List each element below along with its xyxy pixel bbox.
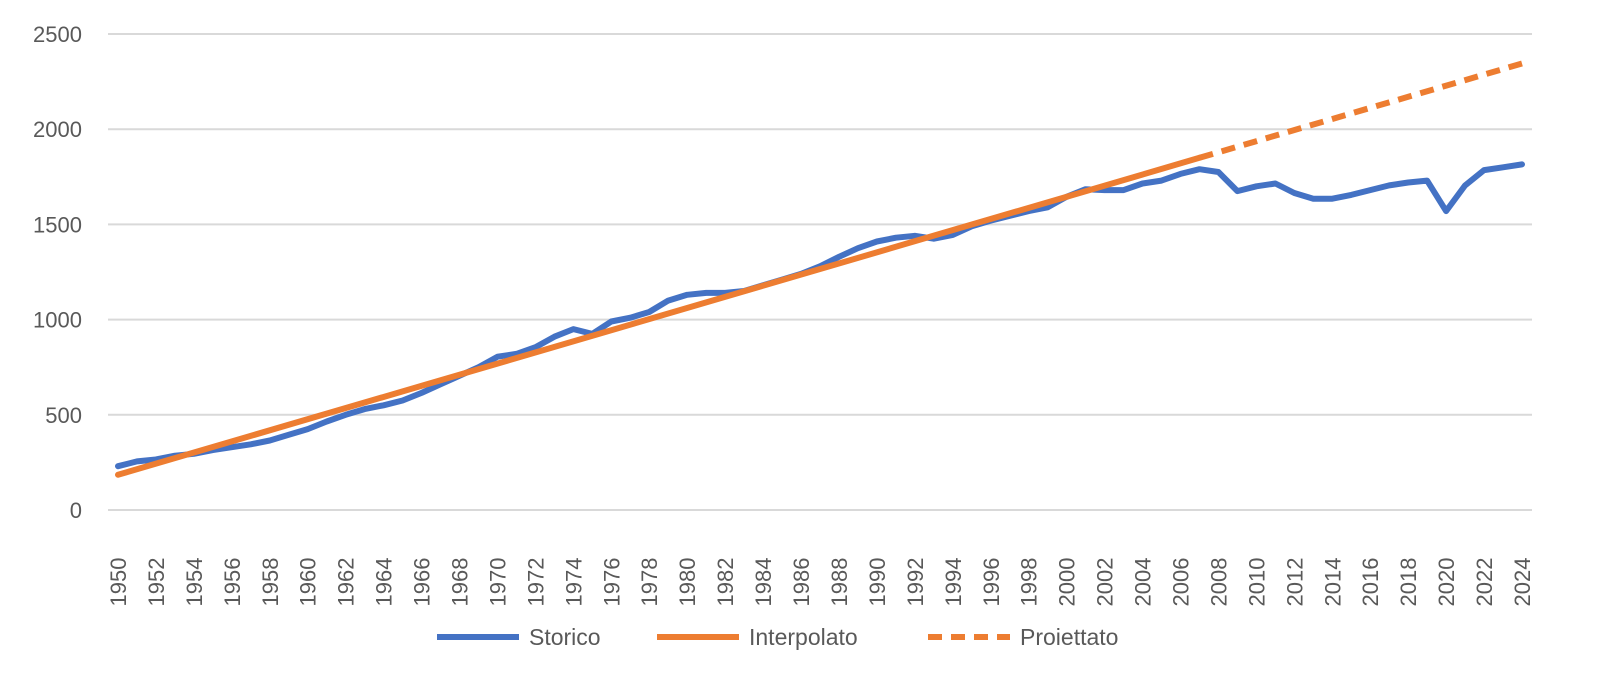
x-tick-label: 1978 [637,558,662,607]
x-tick-label: 1956 [220,558,245,607]
legend-label-storico: Storico [529,624,601,650]
x-tick-label: 2024 [1510,558,1535,607]
legend: Storico Interpolato Proiettato [437,624,1118,650]
x-tick-label: 2002 [1093,558,1118,607]
x-tick-label: 1970 [485,558,510,607]
x-tick-label: 1974 [561,558,586,607]
y-axis-tick-labels: 0 500 1000 1500 2000 2500 [33,22,82,523]
x-tick-label: 1980 [675,558,700,607]
x-tick-label: 2018 [1396,558,1421,607]
x-tick-label: 1960 [296,558,321,607]
y-tick-label: 2000 [33,117,82,142]
x-tick-label: 1952 [144,558,169,607]
x-tick-label: 1986 [789,558,814,607]
legend-label-interpolato: Interpolato [749,624,858,650]
x-tick-label: 1964 [372,558,397,607]
x-tick-label: 2022 [1472,558,1497,607]
x-tick-label: 1998 [1017,558,1042,607]
x-tick-label: 2020 [1434,558,1459,607]
y-tick-label: 500 [45,403,82,428]
x-tick-label: 1996 [979,558,1004,607]
x-tick-label: 1962 [334,558,359,607]
x-tick-label: 1968 [448,558,473,607]
x-tick-label: 1972 [523,558,548,607]
x-tick-label: 1950 [106,558,131,607]
x-tick-label: 2004 [1131,558,1156,607]
y-tick-label: 1000 [33,308,82,333]
x-tick-label: 2014 [1320,558,1345,607]
y-tick-label: 0 [70,498,82,523]
x-tick-label: 1976 [599,558,624,607]
x-tick-label: 2008 [1206,558,1231,607]
x-tick-label: 1992 [903,558,928,607]
x-tick-label: 1966 [410,558,435,607]
x-tick-label: 1958 [258,558,283,607]
x-tick-label: 1954 [182,558,207,607]
series-lines [115,60,1525,478]
x-tick-label: 1990 [865,558,890,607]
x-tick-label: 1988 [827,558,852,607]
x-tick-label: 2000 [1055,558,1080,607]
x-tick-label: 2016 [1358,558,1383,607]
y-tick-label: 1500 [33,212,82,237]
x-tick-label: 1982 [713,558,738,607]
series-line-proiettato [1198,60,1523,161]
y-tick-label: 2500 [33,22,82,47]
series-line-storico [115,161,1525,470]
x-tick-label: 1984 [751,558,776,607]
x-axis-tick-labels: 1950 1952 1954 1956 1958 1960 1962 1964 1966 1968… [106,558,1535,607]
x-tick-label: 2010 [1244,558,1269,607]
x-tick-label: 2006 [1168,558,1193,607]
series-line-interpolato [115,154,1203,478]
x-tick-label: 2012 [1282,558,1307,607]
legend-label-proiettato: Proiettato [1020,624,1118,650]
x-tick-label: 1994 [941,558,966,607]
